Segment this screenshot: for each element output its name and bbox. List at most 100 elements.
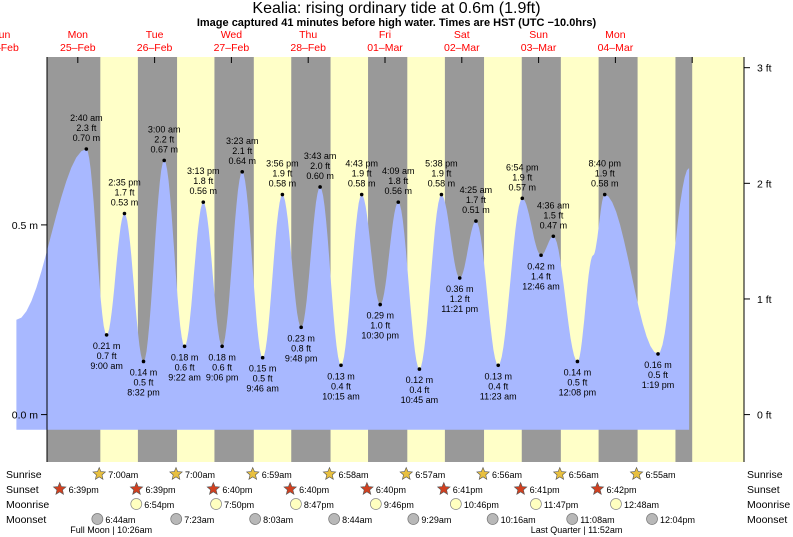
high-tide-point <box>201 200 206 204</box>
low-tide-feet: 0.4 ft <box>331 381 352 391</box>
low-tide-meters: 0.23 m <box>287 333 315 343</box>
high-tide-feet: 1.7 ft <box>466 195 487 205</box>
high-tide-feet: 1.5 ft <box>543 210 564 220</box>
day-name-label: Wed <box>221 29 243 41</box>
low-tide-feet: 0.4 ft <box>409 385 430 395</box>
low-tide-feet: 0.7 ft <box>97 351 118 361</box>
high-tide-meters: 0.58 m <box>428 179 456 189</box>
low-tide-point <box>141 359 146 364</box>
high-tide-time: 4:43 pm <box>345 159 378 169</box>
moonset-time: 7:23am <box>184 515 214 525</box>
sunset-time: 6:41pm <box>530 485 560 495</box>
low-tide-time: 10:15 am <box>322 391 360 401</box>
low-tide-feet: 0.5 ft <box>253 374 274 384</box>
day-date-label: 03–Mar <box>521 42 557 54</box>
low-tide-point <box>575 359 580 364</box>
low-tide-meters: 0.13 m <box>484 371 512 381</box>
sunrise-star-icon <box>322 466 337 480</box>
moonset-time: 8:03am <box>263 515 293 525</box>
high-tide-time: 3:56 pm <box>266 159 299 169</box>
sunrise-time: 7:00am <box>185 470 215 480</box>
high-tide-feet: 1.8 ft <box>388 176 409 186</box>
sunset-star-icon <box>52 481 67 495</box>
moonrise-icon <box>369 498 382 510</box>
sunrise-time: 6:56am <box>569 470 599 480</box>
high-tide-point <box>240 169 245 174</box>
moonset-icon <box>407 513 420 525</box>
low-tide-meters: 0.18 m <box>208 352 236 362</box>
sunset-time: 6:40pm <box>376 485 406 495</box>
high-tide-feet: 1.7 ft <box>114 188 135 198</box>
moonset-time: 6:44am <box>105 515 135 525</box>
sunset-time: 6:42pm <box>606 485 636 495</box>
day-name-label: Mon <box>68 29 89 41</box>
high-tide-feet: 2.2 ft <box>154 134 175 144</box>
sunset-star-icon <box>206 481 221 495</box>
row-label-right: Moonset <box>747 514 787 526</box>
day-date-label: 26–Feb <box>137 42 173 54</box>
day-name-label: Thu <box>299 29 317 41</box>
high-tide-meters: 0.56 m <box>385 186 413 196</box>
high-tide-meters: 0.70 m <box>73 133 101 143</box>
day-date-label: 02–Mar <box>444 42 480 54</box>
low-tide-time: 9:06 pm <box>206 372 239 382</box>
high-tide-point <box>162 158 166 163</box>
low-tide-meters: 0.13 m <box>327 371 355 381</box>
high-tide-feet: 1.9 ft <box>352 169 373 179</box>
high-tide-point <box>280 192 285 197</box>
high-tide-time: 8:40 pm <box>588 159 621 169</box>
sunrise-star-icon <box>245 466 260 480</box>
low-tide-meters: 0.14 m <box>130 367 158 377</box>
high-tide-point <box>551 234 556 239</box>
tide-area <box>16 149 690 430</box>
sunset-star-icon <box>513 481 528 495</box>
day-name-label: Sun <box>529 29 548 41</box>
sun-moon-rows: Sunrise Sunrise Sunset Sunset Moonrise Moonri… <box>6 466 790 535</box>
sunrise-star-icon <box>629 466 644 480</box>
left-tick-label: 0.0 m <box>12 410 39 422</box>
high-tide-time: 2:35 pm <box>108 178 141 188</box>
sunset-time: 6:39pm <box>145 485 175 495</box>
right-tick-label: 2 ft <box>757 178 772 190</box>
moonrise-time: 10:46pm <box>464 500 499 510</box>
moonset-icon <box>328 513 340 525</box>
high-tide-meters: 0.64 m <box>228 156 256 166</box>
low-tide-time: 10:30 pm <box>361 331 399 341</box>
sunrise-time: 6:55am <box>646 470 676 480</box>
moonset-time: 12:04pm <box>660 515 695 525</box>
low-tide-point <box>339 363 343 368</box>
sunrise-star-icon <box>169 466 183 480</box>
low-tide-time: 12:08 pm <box>559 387 597 397</box>
chart-title: Kealia: rising ordinary tide at 0.6m (1.… <box>252 0 541 17</box>
right-tick-label: 1 ft <box>757 294 772 306</box>
low-tide-feet: 0.5 ft <box>567 377 588 387</box>
low-tide-feet: 1.4 ft <box>531 271 552 281</box>
low-tide-meters: 0.18 m <box>171 352 199 362</box>
extreme-markers: 2:40 am2.3 ft0.70 m 0.21 m0.7 ft9:00 am 2:… <box>70 113 674 405</box>
row-label-right: Moonrise <box>747 499 790 511</box>
high-tide-time: 4:36 am <box>537 200 570 210</box>
sunset-star-icon <box>590 481 605 495</box>
row-label-left: Moonset <box>6 514 46 526</box>
high-tide-time: 3:00 am <box>148 124 181 134</box>
day-name-label: Tue <box>146 29 164 41</box>
low-tide-meters: 0.15 m <box>249 364 277 374</box>
high-tide-feet: 2.3 ft <box>76 123 97 133</box>
high-tide-point <box>602 192 607 197</box>
sunrise-time: 7:00am <box>108 470 138 480</box>
moonset-icon <box>566 513 579 525</box>
row-label-left: Moonrise <box>6 499 49 511</box>
tide-area-layer <box>16 149 690 430</box>
low-tide-time: 1:19 pm <box>642 380 675 390</box>
axes: 0.0 m0.5 m0 ft1 ft2 ft3 ftSun24–FebMon25… <box>0 29 772 462</box>
high-tide-meters: 0.51 m <box>462 205 490 215</box>
low-tide-meters: 0.36 m <box>446 284 474 294</box>
high-tide-meters: 0.58 m <box>591 179 619 189</box>
day-date-label: 04–Mar <box>598 42 634 54</box>
sunset-time: 6:41pm <box>453 485 483 495</box>
low-tide-meters: 0.21 m <box>93 341 121 351</box>
moonrise-icon <box>130 498 143 510</box>
low-tide-point <box>496 363 501 368</box>
low-tide-point <box>104 333 109 337</box>
